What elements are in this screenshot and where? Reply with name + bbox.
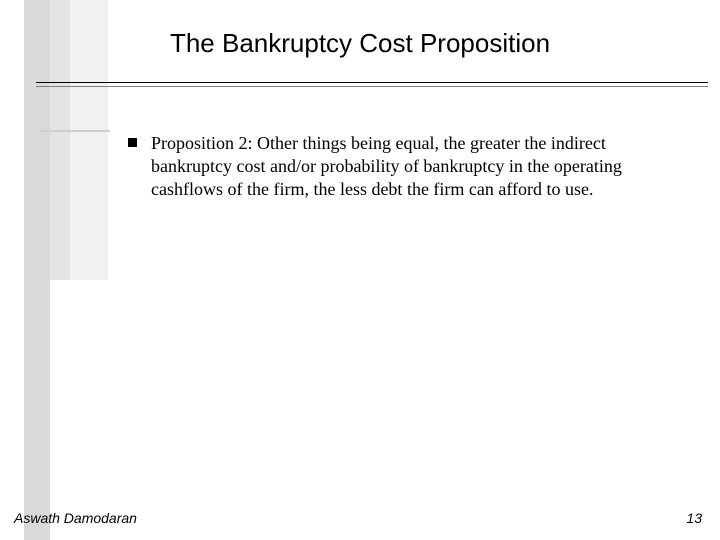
bullet-item: Proposition 2: Other things being equal,… [128, 132, 680, 201]
decorative-bar-left-dark [24, 0, 50, 540]
decorative-short-rule [40, 130, 110, 132]
slide-body: Proposition 2: Other things being equal,… [128, 132, 680, 201]
title-divider-bottom [36, 86, 708, 87]
bullet-text: Proposition 2: Other things being equal,… [151, 132, 680, 201]
square-bullet-icon [128, 138, 137, 147]
title-divider-top [36, 82, 708, 88]
footer-page-number: 13 [686, 510, 702, 526]
slide-title: The Bankruptcy Cost Proposition [0, 28, 720, 59]
footer-author: Aswath Damodaran [14, 510, 137, 526]
slide: The Bankruptcy Cost Proposition Proposit… [0, 0, 720, 540]
